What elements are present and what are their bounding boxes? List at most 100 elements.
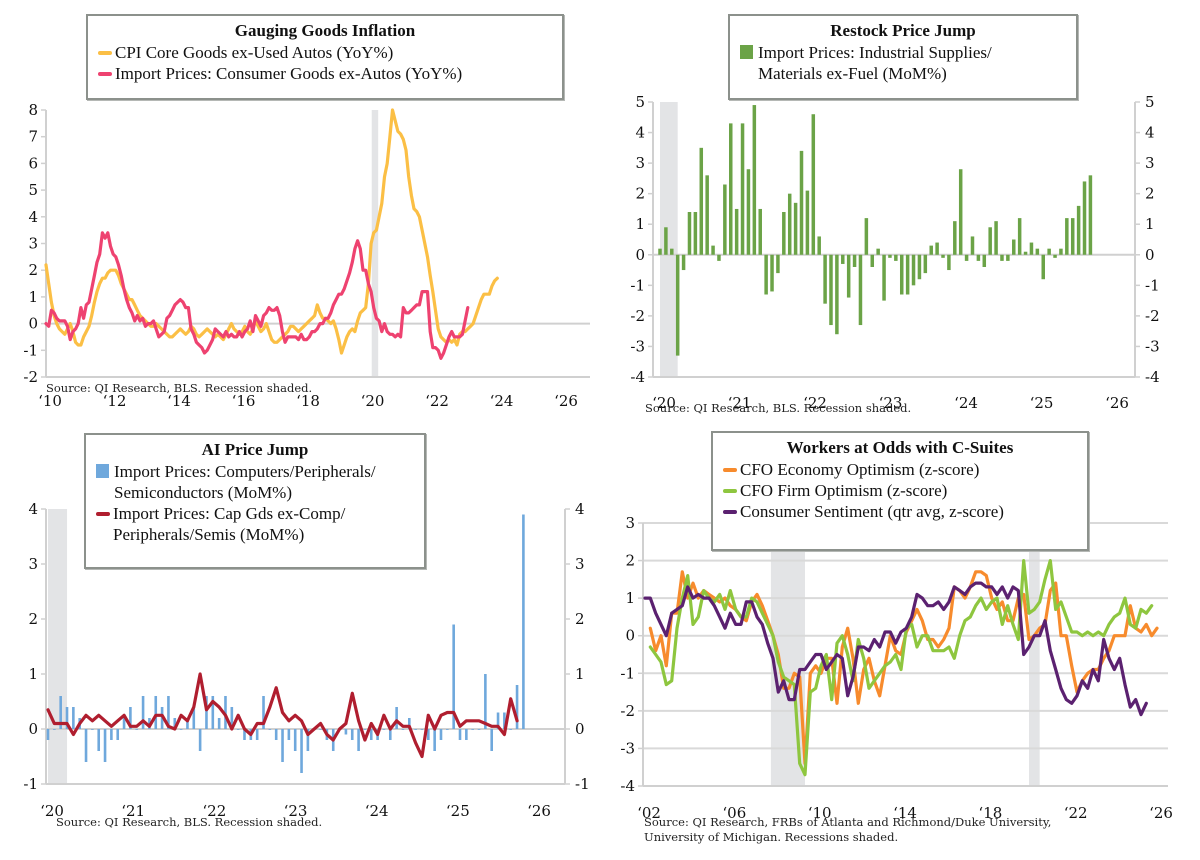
bar — [515, 685, 519, 729]
chart-title-workers: Workers at Odds with C-Suites — [786, 438, 1014, 457]
y-tick-label: 0 — [28, 720, 38, 738]
x-tick-label: ‘10 — [808, 804, 832, 822]
x-tick-label: ‘21 — [728, 394, 752, 412]
y-tick-label: 4 — [635, 124, 645, 142]
bar — [369, 729, 373, 740]
bar — [994, 221, 998, 255]
bar — [179, 729, 183, 730]
bar — [522, 514, 525, 729]
bar — [1059, 248, 1063, 255]
y-tick-label: -3 — [620, 739, 635, 757]
bar — [484, 674, 487, 729]
bar — [917, 254, 922, 280]
bar — [262, 696, 265, 729]
bar — [230, 707, 234, 729]
bar — [1082, 181, 1087, 255]
bar — [941, 254, 945, 258]
bar — [1088, 175, 1093, 255]
legend-label: Import Prices: Computers/Peripherals/ Se… — [114, 462, 376, 502]
bar — [911, 254, 916, 286]
y-tick-label: -3 — [630, 337, 645, 355]
bar — [363, 729, 367, 730]
bar — [805, 190, 810, 255]
bar — [217, 718, 221, 729]
bar — [116, 729, 120, 740]
y-tick-label: 1 — [28, 665, 38, 683]
y-tick-label: 2 — [635, 185, 645, 203]
recession-shade — [48, 509, 68, 784]
bar — [281, 729, 284, 762]
bar — [300, 729, 303, 773]
source-note: Source: QI Research, BLS. Recession shad… — [56, 815, 322, 829]
series-line-2 — [643, 581, 1148, 717]
bar — [135, 729, 139, 730]
bar — [46, 729, 50, 740]
bar — [414, 729, 417, 730]
y-tick-label: 3 — [28, 235, 38, 253]
bar — [752, 105, 757, 255]
bar — [110, 729, 113, 740]
y-tick-label: 3 — [625, 514, 635, 532]
bar — [888, 254, 892, 258]
x-tick-label: ‘12 — [103, 392, 127, 410]
y-tick-label: 1 — [28, 288, 38, 306]
bar — [923, 254, 928, 274]
x-tick-label: ‘20 — [652, 394, 676, 412]
bar — [1047, 248, 1051, 255]
bar — [458, 729, 462, 740]
y-tick-label: 0 — [625, 627, 635, 645]
chart-ai: -1 -1 0 0 1 1 2 2 3 3 4 4 ‘20 ‘21 ‘22 ‘23 ‘24 ‘25 ‘26 Sourc… — [23, 500, 589, 829]
y-tick-label: 6 — [28, 154, 38, 172]
y-tick-label-right: -4 — [1145, 368, 1160, 386]
bar — [154, 696, 158, 729]
source-note: Source: QI Research, BLS. Recession shad… — [645, 401, 911, 415]
y-tick-label-right: 0 — [575, 720, 585, 738]
bar — [236, 729, 240, 730]
bar — [905, 254, 910, 295]
bar — [306, 729, 310, 751]
x-tick-label: ‘18 — [296, 392, 320, 410]
bar — [852, 254, 857, 267]
bar — [681, 254, 686, 271]
legend-swatch-icon — [723, 510, 737, 514]
bar — [401, 729, 405, 730]
bar — [958, 169, 963, 255]
y-tick-label: -2 — [23, 368, 38, 386]
bar — [935, 242, 939, 255]
bar — [699, 147, 704, 255]
bar — [452, 624, 455, 729]
bar — [664, 227, 668, 255]
legend-label: CPI Core Goods ex-Used Autos (YoY%) — [115, 43, 394, 62]
y-tick-label: -4 — [630, 368, 645, 386]
chart-title-ai: AI Price Jump — [201, 440, 309, 459]
chart-title-goods: Gauging Goods Inflation — [234, 21, 416, 40]
x-tick-label: ‘22 — [803, 394, 827, 412]
bar — [829, 254, 833, 326]
legend-swatch-icon — [723, 468, 737, 472]
x-tick-label: ‘24 — [365, 802, 389, 820]
y-tick-label-right: 3 — [575, 555, 585, 573]
bar — [433, 729, 436, 751]
chart-title-restock: Restock Price Jump — [830, 21, 976, 40]
bar — [357, 729, 360, 751]
bar — [782, 212, 786, 255]
bar — [255, 729, 259, 740]
bar — [1035, 248, 1040, 255]
x-tick-label: ‘24 — [490, 392, 514, 410]
y-tick-label: 2 — [28, 610, 38, 628]
bar — [693, 212, 698, 255]
recession-shade — [660, 102, 678, 377]
bar — [846, 254, 851, 298]
chart-goods: -2 -1 0 1 2 3 4 5 6 7 8 ‘10 ‘12 ‘14 ‘16 ‘18 ‘20 ‘22 ‘24 ‘26… — [23, 101, 590, 410]
bar — [687, 212, 692, 255]
x-tick-label: ‘25 — [1030, 394, 1054, 412]
legend-label: Import Prices: Cap Gds ex-Comp/ Peripher… — [113, 504, 346, 544]
y-tick-label: 0 — [635, 246, 645, 264]
x-tick-label: ‘22 — [425, 392, 449, 410]
recession-shade — [1029, 523, 1040, 786]
legend-item-cap-goods: Import Prices: Cap Gds ex-Comp/ Peripher… — [96, 503, 414, 545]
legend-item-consumer-sentiment: Consumer Sentiment (qtr avg, z-score) — [723, 501, 1077, 522]
legend-swatch-icon — [740, 45, 753, 59]
bar — [65, 707, 69, 729]
bar — [929, 245, 933, 255]
